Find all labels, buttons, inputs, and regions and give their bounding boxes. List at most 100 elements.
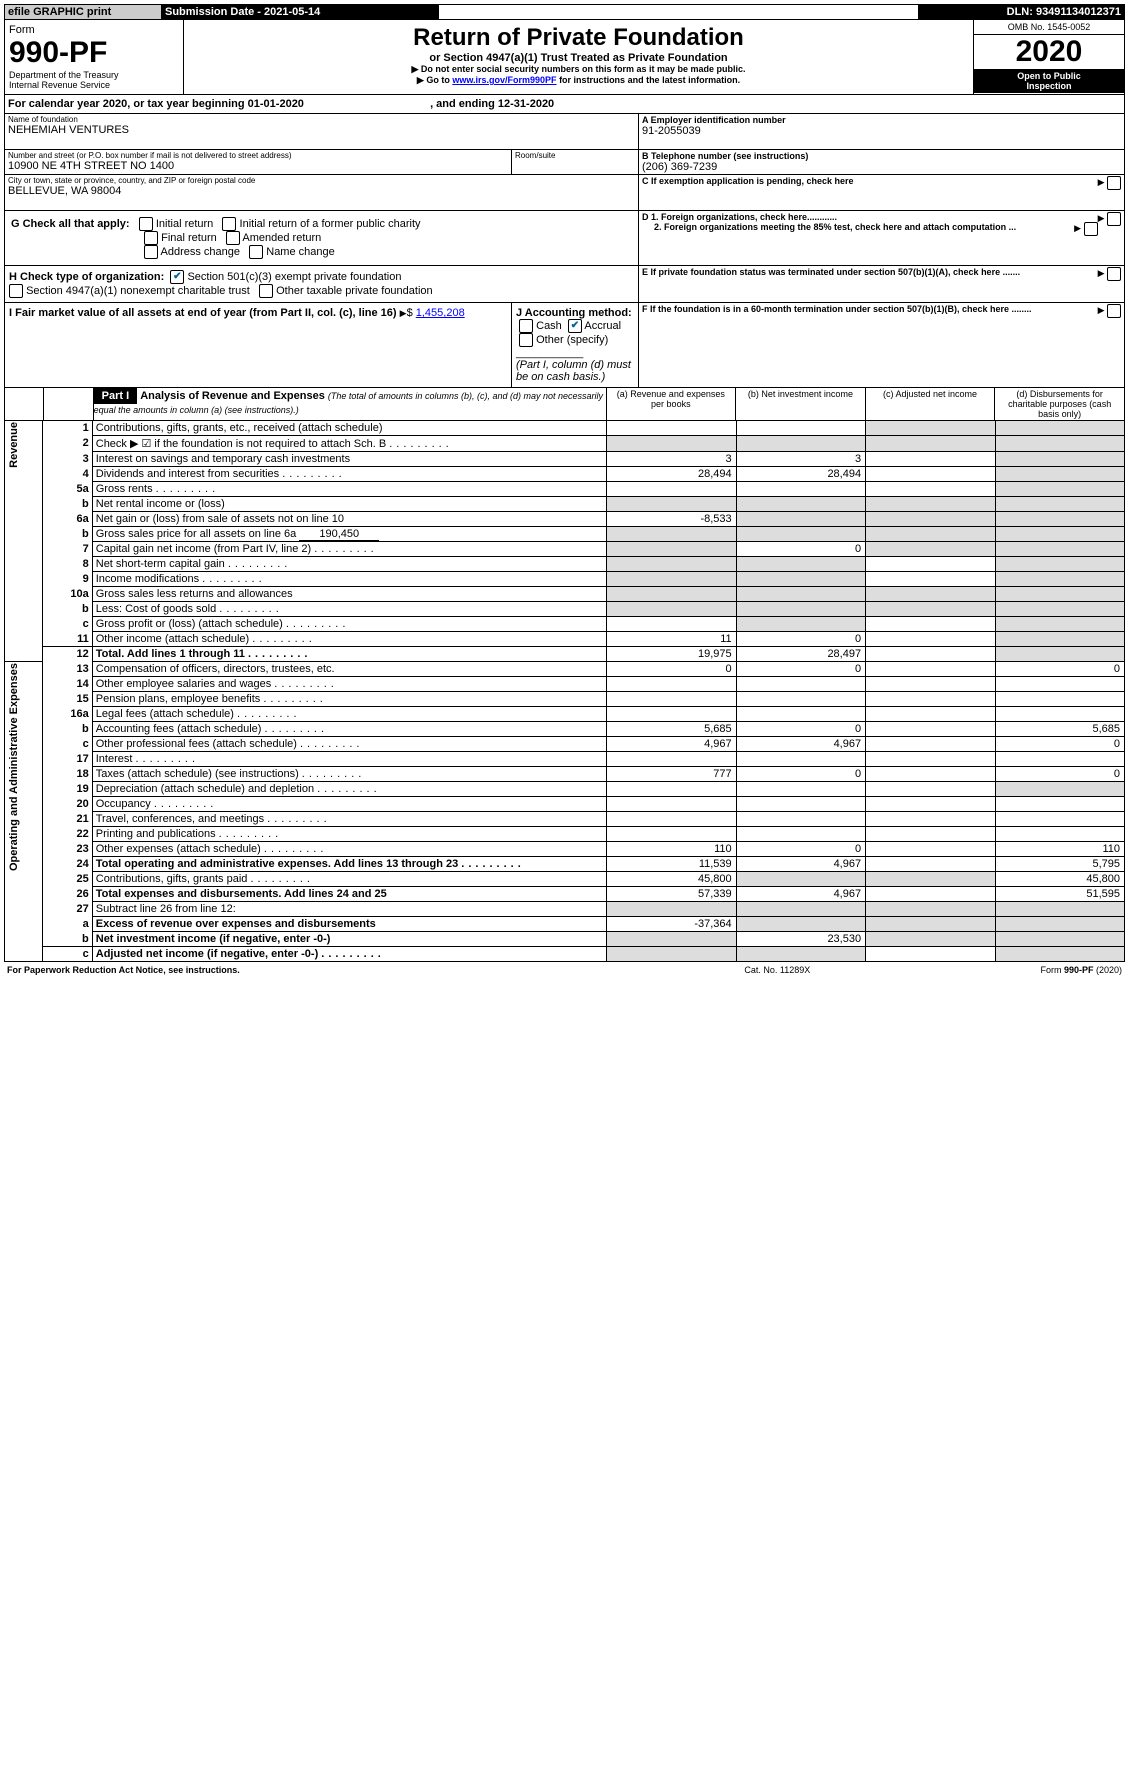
- line-description: Total expenses and disbursements. Add li…: [92, 887, 606, 902]
- name-change-check[interactable]: [249, 245, 263, 259]
- other-taxable-check[interactable]: [259, 284, 273, 298]
- value-cell-a: 0: [607, 662, 736, 677]
- dept-treasury: Department of the Treasury: [9, 70, 179, 80]
- cash-check[interactable]: [519, 319, 533, 333]
- table-row: 24Total operating and administrative exp…: [5, 857, 1125, 872]
- value-cell-a: 57,339: [607, 887, 736, 902]
- amended-return-check[interactable]: [226, 231, 240, 245]
- value-cell-a: [607, 797, 736, 812]
- value-cell-c: [866, 662, 995, 677]
- c-label: C If exemption application is pending, c…: [642, 176, 854, 186]
- line-number: 3: [43, 452, 92, 467]
- value-cell-b: 0: [736, 542, 865, 557]
- e-checkbox[interactable]: [1107, 267, 1121, 281]
- line-number: 1: [43, 421, 92, 436]
- col-b-header: (b) Net investment income: [736, 388, 866, 421]
- address-change-check[interactable]: [144, 245, 158, 259]
- value-cell-c: [866, 797, 995, 812]
- line-description: Interest on savings and temporary cash i…: [92, 452, 606, 467]
- value-cell-a: [607, 752, 736, 767]
- table-row: 21Travel, conferences, and meetings ....…: [5, 812, 1125, 827]
- line-description: Capital gain net income (from Part IV, l…: [92, 542, 606, 557]
- table-row: 12Total. Add lines 1 through 11 ........…: [5, 647, 1125, 662]
- line-description: Net short-term capital gain .........: [92, 557, 606, 572]
- d1-checkbox[interactable]: [1107, 212, 1121, 226]
- value-cell-b: 0: [736, 767, 865, 782]
- value-cell-a: [607, 436, 736, 452]
- line-description: Pension plans, employee benefits .......…: [92, 692, 606, 707]
- line-number: 4: [43, 467, 92, 482]
- line-description: Gross sales less returns and allowances: [92, 587, 606, 602]
- line-description: Total operating and administrative expen…: [92, 857, 606, 872]
- value-cell-c: [866, 872, 995, 887]
- line-number: 17: [43, 752, 92, 767]
- value-cell-d: [995, 947, 1124, 962]
- value-cell-d: [995, 436, 1124, 452]
- 4947-check[interactable]: [9, 284, 23, 298]
- city-state-zip: BELLEVUE, WA 98004: [8, 185, 635, 197]
- line-number: 16a: [43, 707, 92, 722]
- line-description: Gross rents .........: [92, 482, 606, 497]
- value-cell-a: [607, 482, 736, 497]
- value-cell-d: [995, 782, 1124, 797]
- value-cell-c: [866, 767, 995, 782]
- d2-checkbox[interactable]: [1084, 222, 1098, 236]
- line-description: Compensation of officers, directors, tru…: [92, 662, 606, 677]
- irs-link[interactable]: www.irs.gov/Form990PF: [452, 75, 556, 85]
- value-cell-c: [866, 947, 995, 962]
- other-method-check[interactable]: [519, 333, 533, 347]
- table-row: 19Depreciation (attach schedule) and dep…: [5, 782, 1125, 797]
- value-cell-c: [866, 722, 995, 737]
- value-cell-c: [866, 587, 995, 602]
- value-cell-b: [736, 752, 865, 767]
- ein-label: A Employer identification number: [642, 115, 1121, 125]
- value-cell-b: [736, 872, 865, 887]
- value-cell-a: -37,364: [607, 917, 736, 932]
- table-row: cGross profit or (loss) (attach schedule…: [5, 617, 1125, 632]
- line-description: Net gain or (loss) from sale of assets n…: [92, 512, 606, 527]
- line-description: Gross sales price for all assets on line…: [92, 527, 606, 542]
- telephone: (206) 369-7239: [642, 161, 1121, 173]
- table-row: 22Printing and publications .........: [5, 827, 1125, 842]
- value-cell-b: [736, 782, 865, 797]
- part1-label: Part I: [94, 388, 138, 404]
- value-cell-a: [607, 902, 736, 917]
- fmv-value[interactable]: 1,455,208: [416, 307, 465, 319]
- tax-year: 2020: [974, 35, 1124, 69]
- initial-return-check[interactable]: [139, 217, 153, 231]
- line-number: 12: [43, 647, 92, 662]
- table-row: aExcess of revenue over expenses and dis…: [5, 917, 1125, 932]
- value-cell-a: 777: [607, 767, 736, 782]
- accrual-check[interactable]: [568, 319, 582, 333]
- value-cell-d: 110: [995, 842, 1124, 857]
- table-row: 26Total expenses and disbursements. Add …: [5, 887, 1125, 902]
- irs-label: Internal Revenue Service: [9, 80, 179, 90]
- value-cell-a: 19,975: [607, 647, 736, 662]
- c-checkbox[interactable]: [1107, 176, 1121, 190]
- revenue-section-label: Revenue: [8, 422, 20, 468]
- line-description: Check ▶ ☑ if the foundation is not requi…: [92, 436, 606, 452]
- h-label: H Check type of organization:: [9, 271, 164, 283]
- form-number: 990-PF: [9, 36, 179, 70]
- value-cell-b: [736, 512, 865, 527]
- table-row: 9Income modifications .........: [5, 572, 1125, 587]
- f-checkbox[interactable]: [1107, 304, 1121, 318]
- final-return-check[interactable]: [144, 231, 158, 245]
- initial-public-check[interactable]: [222, 217, 236, 231]
- value-cell-b: 23,530: [736, 932, 865, 947]
- line-description: Other expenses (attach schedule) .......…: [92, 842, 606, 857]
- value-cell-a: [607, 812, 736, 827]
- form-label: Form: [9, 24, 179, 36]
- value-cell-c: [866, 527, 995, 542]
- table-row: bLess: Cost of goods sold .........: [5, 602, 1125, 617]
- 501c3-check[interactable]: [170, 270, 184, 284]
- city-label: City or town, state or province, country…: [8, 176, 635, 185]
- value-cell-c: [866, 497, 995, 512]
- value-cell-d: [995, 482, 1124, 497]
- value-cell-c: [866, 677, 995, 692]
- line-description: Other income (attach schedule) .........: [92, 632, 606, 647]
- table-row: 7Capital gain net income (from Part IV, …: [5, 542, 1125, 557]
- line-description: Contributions, gifts, grants, etc., rece…: [92, 421, 606, 436]
- table-row: bAccounting fees (attach schedule) .....…: [5, 722, 1125, 737]
- table-row: 17Interest .........: [5, 752, 1125, 767]
